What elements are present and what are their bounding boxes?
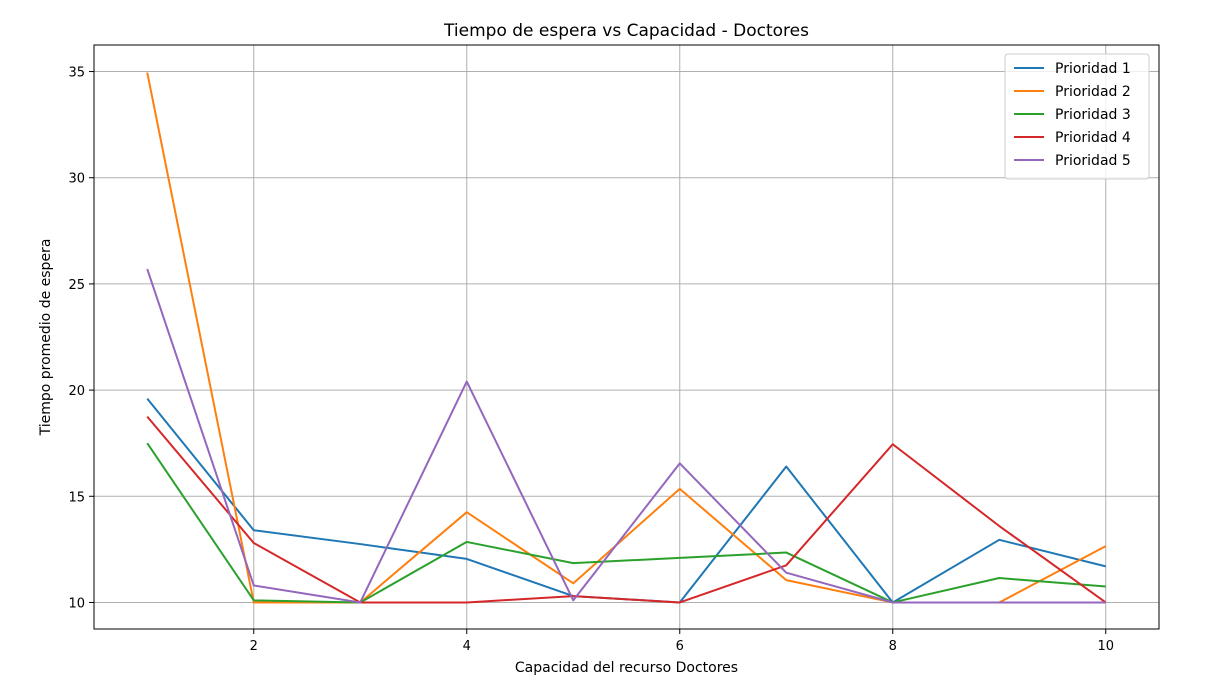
legend-box (1004, 53, 1150, 180)
x-tick-label: 6 (676, 639, 684, 654)
chart-title: Tiempo de espera vs Capacidad - Doctores (443, 21, 809, 41)
y-tick-label: 10 (68, 596, 85, 611)
axis-ticks: 2 4 6 8 10 10 15 20 25 30 35 (68, 66, 1114, 654)
x-tick-label: 2 (250, 639, 258, 654)
y-tick-label: 15 (68, 490, 85, 505)
x-tick-label: 4 (463, 639, 471, 654)
legend-label: Prioridad 1 (1055, 61, 1131, 77)
legend-label: Prioridad 4 (1055, 130, 1131, 146)
y-tick-label: 30 (68, 172, 85, 187)
legend-label: Prioridad 5 (1055, 153, 1131, 169)
legend-label: Prioridad 3 (1055, 107, 1131, 123)
y-axis-label: Tiempo promedio de espera (38, 239, 54, 437)
x-tick-label: 8 (889, 639, 897, 654)
x-axis-label: Capacidad del recurso Doctores (515, 660, 738, 676)
x-tick-label: 10 (1097, 639, 1114, 654)
legend: Prioridad 1 Prioridad 2 Prioridad 3 Priorid… (1004, 53, 1150, 180)
y-tick-label: 25 (68, 278, 85, 293)
series-lines (146, 72, 1107, 604)
y-tick-label: 35 (68, 66, 85, 81)
series-line-prioridad-5 (146, 268, 1106, 604)
y-tick-label: 20 (68, 384, 85, 399)
plot-frame (93, 44, 1160, 630)
series-line-prioridad-4 (146, 415, 1107, 604)
legend-label: Prioridad 2 (1055, 84, 1131, 100)
series-line-prioridad-3 (146, 442, 1106, 604)
grid (94, 45, 1159, 629)
